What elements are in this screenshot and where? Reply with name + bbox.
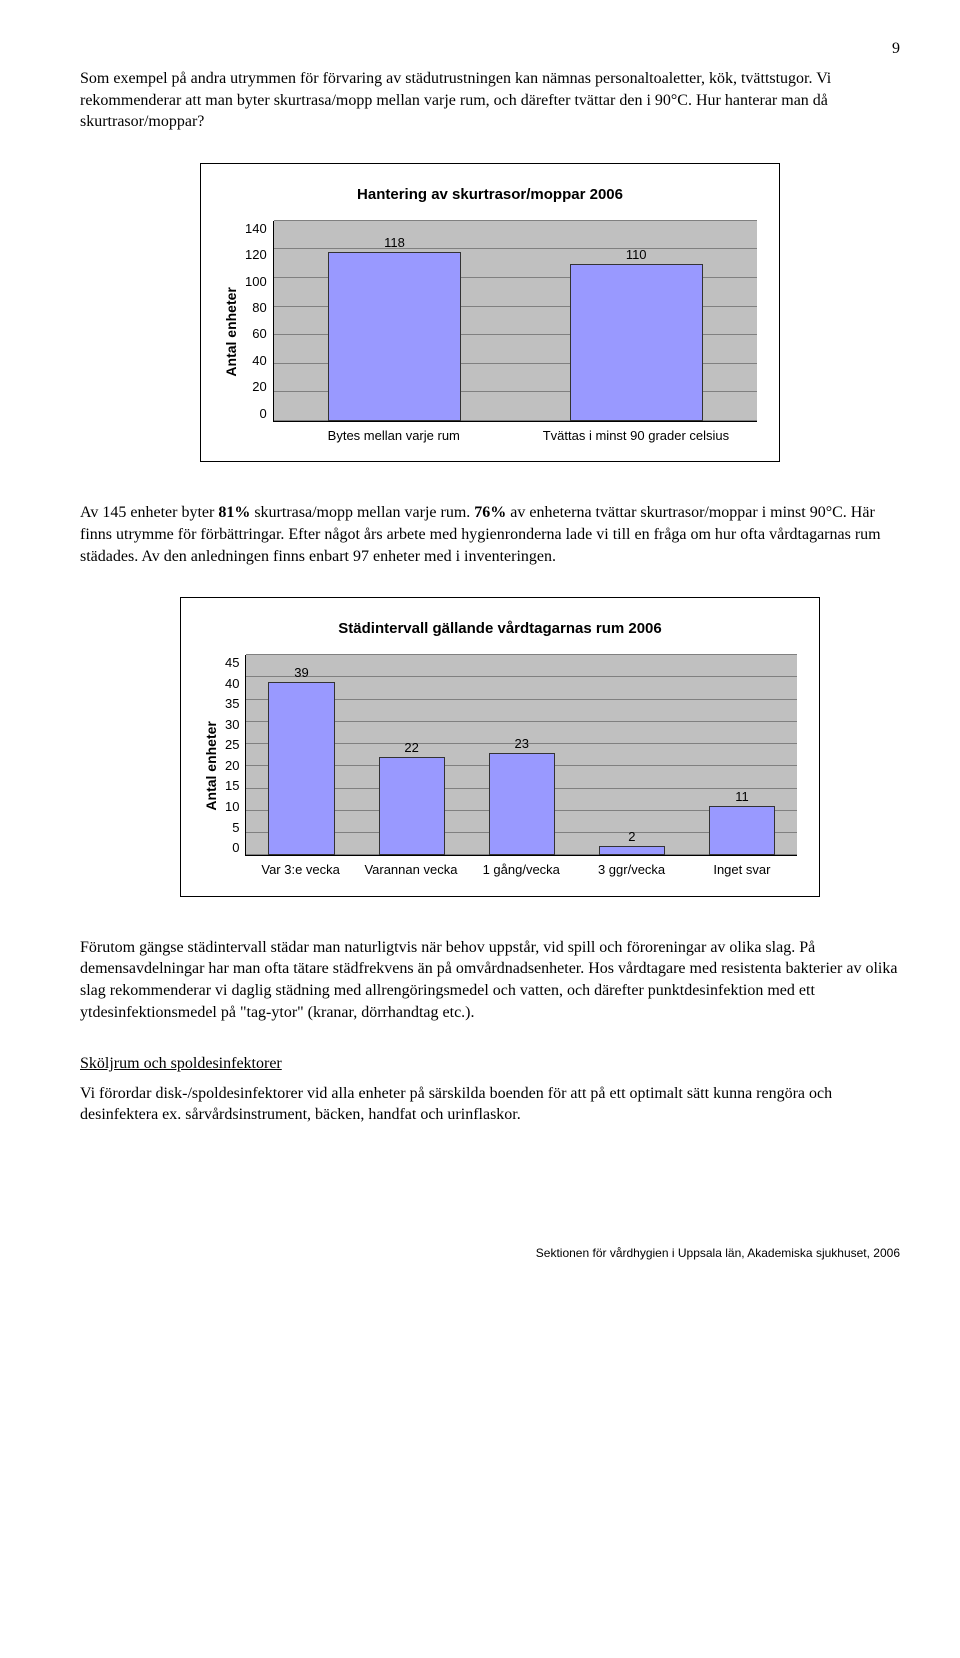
bar-slot: 11	[687, 655, 797, 855]
bar-slot: 23	[467, 655, 577, 855]
bar-slot: 2	[577, 655, 687, 855]
bar-value-label: 118	[384, 235, 405, 250]
chart-2-yticks: 454035302520151050	[225, 655, 245, 855]
bar	[328, 252, 461, 421]
bar-value-label: 11	[735, 789, 749, 804]
bar-value-label: 110	[626, 247, 647, 262]
bar-value-label: 39	[294, 665, 308, 680]
x-axis-label: 1 gång/vecka	[466, 856, 576, 878]
chart-1-plot: 118 110	[273, 221, 757, 422]
chart-2-container: Städintervall gällande vårdtagarnas rum …	[180, 597, 820, 897]
x-axis-label: Inget svar	[687, 856, 797, 878]
bar-slot: 39	[246, 655, 356, 855]
bar	[489, 753, 555, 855]
x-axis-label: Varannan vecka	[356, 856, 466, 878]
chart-2-xlabels: Var 3:e veckaVarannan vecka1 gång/vecka3…	[245, 856, 797, 878]
bar-value-label: 22	[404, 740, 418, 755]
chart-1-yticks: 140120100806040200	[245, 221, 273, 421]
chart-1-xlabels: Bytes mellan varje rumTvättas i minst 90…	[273, 422, 757, 444]
chart-1-ylabel: Antal enheter	[223, 221, 239, 444]
bar	[709, 806, 775, 855]
bar	[570, 264, 703, 421]
chart-1-title: Hantering av skurtrasor/moppar 2006	[223, 186, 757, 203]
bar	[599, 846, 665, 855]
bar	[379, 757, 445, 855]
page-footer: Sektionen för vårdhygien i Uppsala län, …	[80, 1246, 900, 1260]
chart-2-ylabel: Antal enheter	[203, 655, 219, 878]
chart-2-title: Städintervall gällande vårdtagarnas rum …	[203, 620, 797, 637]
paragraph-2: Av 145 enheter byter 81% skurtrasa/mopp …	[80, 502, 900, 567]
x-axis-label: 3 ggr/vecka	[576, 856, 686, 878]
x-axis-label: Tvättas i minst 90 grader celsius	[515, 422, 757, 444]
paragraph-1: Som exempel på andra utrymmen för förvar…	[80, 68, 900, 133]
paragraph-4: Vi förordar disk-/spoldesinfektorer vid …	[80, 1083, 900, 1126]
bar-value-label: 23	[515, 736, 529, 751]
paragraph-3: Förutom gängse städintervall städar man …	[80, 937, 900, 1023]
bar	[268, 682, 334, 855]
bar-slot: 22	[357, 655, 467, 855]
x-axis-label: Bytes mellan varje rum	[273, 422, 515, 444]
chart-1-container: Hantering av skurtrasor/moppar 2006 Anta…	[200, 163, 780, 463]
chart-2-plot: 39 22 23 2 11	[245, 655, 797, 856]
section-heading: Sköljrum och spoldesinfektorer	[80, 1055, 282, 1072]
x-axis-label: Var 3:e vecka	[245, 856, 355, 878]
page-number: 9	[80, 40, 900, 58]
bar-slot: 110	[515, 221, 757, 421]
bar-value-label: 2	[628, 829, 635, 844]
bar-slot: 118	[274, 221, 516, 421]
